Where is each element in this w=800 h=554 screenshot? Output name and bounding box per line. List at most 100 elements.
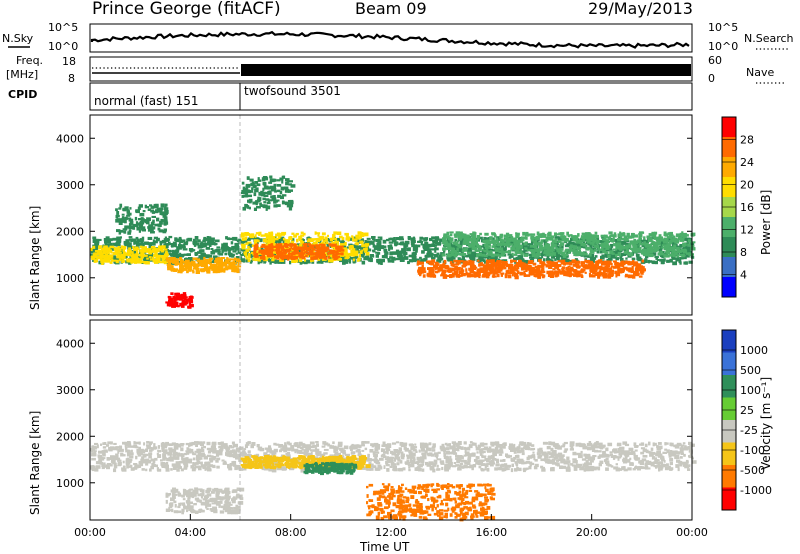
data-cell: [197, 452, 202, 456]
data-cell: [501, 467, 505, 472]
data-cell: [179, 263, 182, 268]
data-cell: [546, 446, 551, 450]
data-cell: [610, 465, 614, 468]
data-cell: [508, 237, 512, 242]
data-cell: [654, 255, 659, 259]
data-cell: [104, 253, 109, 257]
data-cell: [482, 264, 487, 269]
data-cell: [165, 468, 170, 472]
data-cell: [498, 444, 504, 447]
data-cell: [503, 266, 507, 270]
data-cell: [507, 253, 512, 256]
data-cell: [377, 252, 381, 255]
data-cell: [214, 260, 218, 263]
data-cell: [634, 262, 639, 266]
data-cell: [573, 242, 578, 246]
data-cell: [485, 239, 490, 244]
data-cell: [364, 255, 370, 259]
data-cell: [210, 248, 214, 250]
data-cell: [273, 260, 278, 264]
data-cell: [333, 243, 336, 246]
data-cell: [518, 444, 521, 448]
data-cell: [188, 265, 192, 269]
data-cell: [215, 248, 221, 252]
data-cell: [403, 251, 408, 255]
data-cell: [315, 239, 321, 243]
data-cell: [564, 249, 568, 253]
data-cell: [392, 239, 397, 243]
data-cell: [236, 258, 240, 261]
data-cell: [480, 259, 485, 262]
data-cell: [360, 253, 363, 257]
data-cell: [592, 264, 598, 269]
data-cell: [415, 247, 419, 250]
data-cell: [185, 259, 190, 264]
data-cell: [334, 254, 337, 258]
data-cell: [363, 256, 368, 261]
data-cell: [605, 246, 610, 250]
data-cell: [321, 241, 325, 245]
data-cell: [550, 246, 555, 250]
data-cell: [483, 269, 488, 273]
data-cell: [640, 250, 643, 254]
data-cell: [135, 224, 139, 228]
data-cell: [193, 264, 198, 267]
data-cell: [578, 243, 581, 247]
data-cell: [551, 243, 554, 247]
data-cell: [182, 300, 185, 303]
cpid-mode-1: normal (fast) 151: [94, 94, 198, 108]
data-cell: [545, 264, 550, 268]
data-cell: [690, 233, 695, 237]
data-cell: [318, 236, 322, 240]
data-cell: [589, 252, 592, 257]
data-cell: [441, 272, 446, 276]
data-cell: [223, 446, 227, 449]
data-cell: [477, 462, 482, 465]
data-cell: [293, 234, 297, 238]
data-cell: [307, 238, 313, 242]
data-cell: [679, 253, 682, 257]
data-cell: [491, 232, 496, 235]
data-cell: [337, 255, 341, 258]
data-cell: [456, 445, 461, 449]
data-cell: [658, 467, 661, 472]
data-cell: [289, 236, 293, 239]
data-cell: [589, 244, 592, 248]
data-cell: [541, 274, 546, 278]
data-cell: [200, 260, 206, 264]
data-cell: [620, 270, 623, 274]
data-cell: [236, 269, 241, 274]
data-cell: [168, 261, 171, 265]
data-cell: [115, 250, 120, 254]
data-cell: [597, 274, 601, 279]
data-cell: [342, 247, 347, 250]
data-cell: [539, 246, 543, 250]
data-cell: [408, 468, 411, 472]
data-cell: [480, 245, 485, 248]
data-cell: [685, 254, 690, 258]
data-cell: [593, 257, 597, 260]
data-cell: [437, 263, 440, 266]
data-cell: [566, 231, 569, 236]
data-cell: [626, 249, 629, 252]
data-cell: [145, 463, 149, 466]
data-cell: [468, 238, 473, 242]
data-cell: [513, 468, 518, 472]
data-cell: [344, 257, 349, 260]
data-cell: [687, 239, 691, 243]
data-cell: [541, 452, 546, 456]
data-cell: [565, 253, 569, 257]
data-cell: [267, 205, 271, 210]
data-cell: [516, 266, 520, 270]
data-cell: [404, 243, 409, 247]
data-cell: [348, 252, 351, 257]
data-cell: [222, 249, 228, 252]
data-cell: [524, 247, 528, 250]
data-cell: [599, 259, 603, 263]
colorbar-swatch: [722, 177, 736, 198]
data-cell: [563, 261, 566, 265]
data-cell: [233, 268, 237, 273]
data-cell: [241, 189, 244, 194]
data-cell: [321, 232, 326, 236]
data-cell: [254, 188, 259, 193]
